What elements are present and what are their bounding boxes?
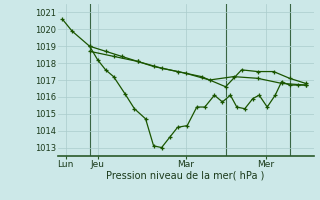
X-axis label: Pression niveau de la mer( hPa ): Pression niveau de la mer( hPa ): [107, 171, 265, 181]
